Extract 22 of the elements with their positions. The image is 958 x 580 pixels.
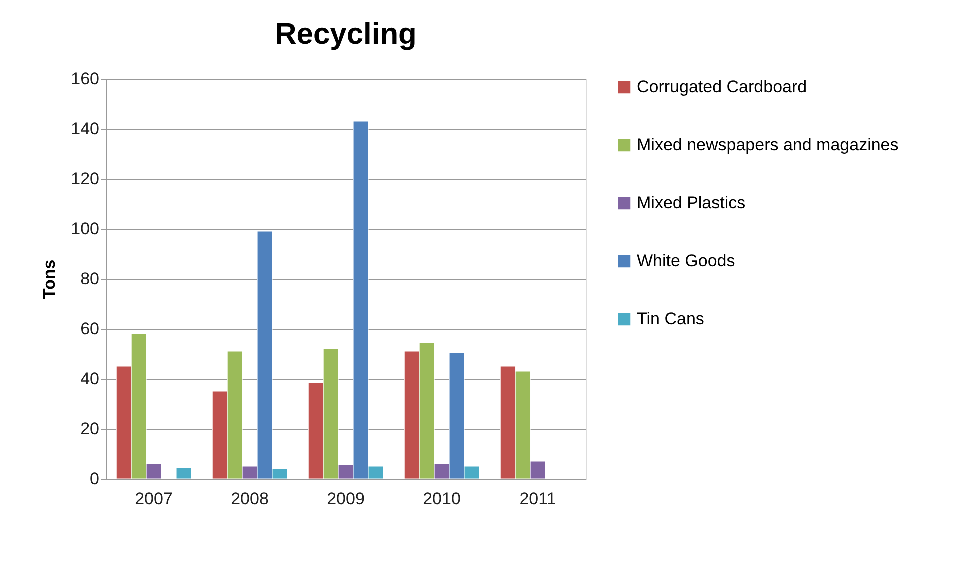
x-tick-label: 2007	[135, 490, 173, 508]
legend-label: Mixed Plastics	[637, 194, 746, 212]
y-tick-label: 20	[80, 420, 100, 438]
legend-label: Mixed newspapers and magazines	[637, 136, 899, 154]
y-tick-label: 40	[80, 370, 100, 388]
chart-title: Recycling	[275, 18, 417, 51]
x-tick-label: 2008	[231, 490, 269, 508]
x-tick-label: 2009	[327, 490, 365, 508]
y-tick-label: 60	[80, 320, 100, 338]
legend-label: Tin Cans	[637, 310, 704, 328]
y-tick-label: 140	[71, 120, 100, 138]
y-tick-label: 0	[90, 470, 100, 488]
bar	[176, 467, 192, 480]
y-tick-label: 120	[71, 170, 100, 188]
x-tick-label: 2010	[423, 490, 461, 508]
y-axis-title: Tons	[40, 260, 60, 300]
legend-label: White Goods	[637, 252, 736, 270]
y-tick-label: 80	[80, 270, 100, 288]
legend-label: Corrugated Cardboard	[637, 78, 808, 96]
y-tick-label: 160	[71, 70, 100, 88]
y-tick-label: 100	[71, 220, 100, 238]
x-tick-label: 2011	[520, 490, 556, 508]
